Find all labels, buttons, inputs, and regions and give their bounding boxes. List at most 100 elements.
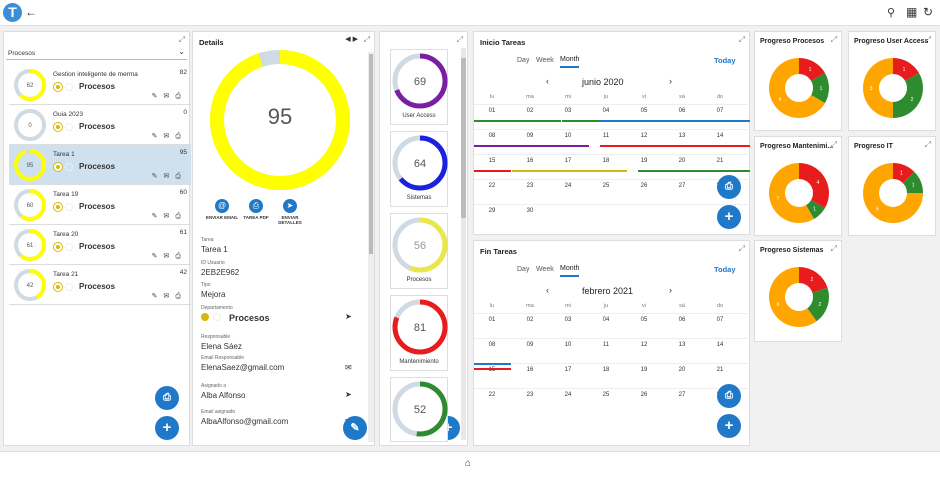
event-bar[interactable] xyxy=(512,170,627,172)
row-actions[interactable]: ✎✉⎙ xyxy=(151,173,187,180)
day-cell[interactable]: 25 xyxy=(602,392,610,398)
day-cell[interactable]: 09 xyxy=(526,133,534,139)
event-bar[interactable] xyxy=(600,120,750,122)
chevron-right-icon[interactable]: ➤ xyxy=(345,312,352,321)
day-cell[interactable]: 07 xyxy=(716,108,724,114)
expand-icon[interactable]: ⤢ xyxy=(738,244,745,253)
day-cell[interactable]: 11 xyxy=(602,342,610,348)
day-cell[interactable]: 20 xyxy=(678,367,686,373)
pie-card[interactable]: Progreso IT ⤢ 1 1 6 xyxy=(848,136,936,236)
day-cell[interactable]: 15 xyxy=(488,367,496,373)
row-actions[interactable]: ✎✉⎙ xyxy=(151,293,187,300)
day-cell[interactable]: 10 xyxy=(564,342,572,348)
day-cell[interactable]: 13 xyxy=(678,133,686,139)
day-cell[interactable]: 12 xyxy=(640,133,648,139)
event-bar[interactable] xyxy=(474,170,511,172)
day-cell[interactable]: 12 xyxy=(640,342,648,348)
day-cell[interactable]: 18 xyxy=(602,367,610,373)
gauge-card[interactable]: 64 Sistemas xyxy=(390,131,448,207)
event-bar[interactable] xyxy=(638,170,750,172)
export-pdf-button[interactable]: ⎙ xyxy=(717,175,741,199)
day-cell[interactable]: 27 xyxy=(678,392,686,398)
day-cell[interactable]: 09 xyxy=(526,342,534,348)
day-cell[interactable]: 03 xyxy=(564,108,572,114)
day-cell[interactable]: 04 xyxy=(602,108,610,114)
gauge-card[interactable]: 52 xyxy=(390,377,448,442)
today-button[interactable]: Today xyxy=(714,265,736,274)
day-cell[interactable]: 25 xyxy=(602,183,610,189)
expand-icon[interactable]: ⤢ xyxy=(738,35,745,44)
pie-card[interactable]: Progreso Mantenimi... ⤢ 4 1 7 xyxy=(754,136,842,236)
day-cell[interactable]: 14 xyxy=(716,342,724,348)
day-cell[interactable]: 23 xyxy=(526,183,534,189)
expand-icon[interactable]: ⤢ xyxy=(830,35,837,44)
list-item[interactable]: 42 Tarea 21 42 Procesos ✎✉⎙ xyxy=(9,265,191,305)
view-week[interactable]: Week xyxy=(536,57,554,64)
add-task-button[interactable]: + xyxy=(155,416,179,440)
expand-icon[interactable]: ⤢ xyxy=(456,35,463,44)
prev-month-icon[interactable]: ‹ xyxy=(546,285,549,295)
day-cell[interactable]: 03 xyxy=(564,317,572,323)
home-icon[interactable]: ⌂ xyxy=(465,458,472,469)
edit-button[interactable]: ✎ xyxy=(343,416,367,440)
list-item[interactable]: 0 Guia 2023 0 Procesos ✎✉⎙ xyxy=(9,105,191,145)
grid-icon[interactable]: ▦ xyxy=(906,5,918,19)
add-event-button[interactable]: + xyxy=(717,414,741,438)
event-bar[interactable] xyxy=(474,368,511,370)
detail-action[interactable]: ⎙ TAREA PDF xyxy=(243,199,269,220)
nav-arrows-icon[interactable]: ◀ ▶ xyxy=(345,36,358,43)
pie-card[interactable]: Progreso Procesos ⤢ 1 1 4 xyxy=(754,31,842,131)
event-bar[interactable] xyxy=(474,363,511,365)
day-cell[interactable]: 05 xyxy=(640,108,648,114)
day-cell[interactable]: 18 xyxy=(602,158,610,164)
expand-icon[interactable]: ⤢ xyxy=(830,244,837,253)
day-cell[interactable]: 01 xyxy=(488,317,496,323)
detail-action[interactable]: @ ENVIAR EMAIL xyxy=(205,199,239,220)
scrollbar[interactable] xyxy=(368,52,374,442)
row-actions[interactable]: ✎✉⎙ xyxy=(151,93,187,100)
mail-icon[interactable]: ✉ xyxy=(345,363,352,372)
day-cell[interactable]: 06 xyxy=(678,317,686,323)
day-cell[interactable]: 24 xyxy=(564,392,572,398)
day-cell[interactable]: 23 xyxy=(526,392,534,398)
today-button[interactable]: Today xyxy=(714,56,736,65)
list-item[interactable]: 61 Tarea 20 61 Procesos ✎✉⎙ xyxy=(9,225,191,265)
day-cell[interactable]: 08 xyxy=(488,342,496,348)
view-week[interactable]: Week xyxy=(536,266,554,273)
list-item[interactable]: 60 Tarea 19 60 Procesos ✎✉⎙ xyxy=(9,185,191,225)
day-cell[interactable]: 13 xyxy=(678,342,686,348)
add-event-button[interactable]: + xyxy=(717,205,741,229)
day-cell[interactable]: 06 xyxy=(678,108,686,114)
category-select[interactable]: Procesos ⌄ xyxy=(6,46,187,60)
event-bar[interactable] xyxy=(512,120,561,122)
back-arrow-icon[interactable]: ← xyxy=(25,5,37,19)
day-cell[interactable]: 26 xyxy=(640,183,648,189)
day-cell[interactable]: 04 xyxy=(602,317,610,323)
day-cell[interactable]: 17 xyxy=(564,158,572,164)
search-icon[interactable]: ⚲ xyxy=(887,7,896,19)
day-cell[interactable]: 14 xyxy=(716,133,724,139)
chevron-right-icon[interactable]: ➤ xyxy=(345,390,352,399)
day-cell[interactable]: 21 xyxy=(716,158,724,164)
expand-icon[interactable]: ⤢ xyxy=(924,35,931,44)
detail-action[interactable]: ➤ ENVIAR DETALLES xyxy=(278,199,302,225)
pie-card[interactable]: Progreso User Access ⤢ 1 2 3 xyxy=(848,31,936,131)
day-cell[interactable]: 19 xyxy=(640,158,648,164)
day-cell[interactable]: 30 xyxy=(526,208,534,214)
day-cell[interactable]: 29 xyxy=(488,208,496,214)
refresh-icon[interactable]: ↻ xyxy=(923,5,934,19)
day-cell[interactable]: 01 xyxy=(488,108,496,114)
export-pdf-button[interactable]: ⎙ xyxy=(717,384,741,408)
day-cell[interactable]: 05 xyxy=(640,317,648,323)
day-cell[interactable]: 11 xyxy=(602,133,610,139)
scrollbar[interactable] xyxy=(461,48,466,440)
day-cell[interactable]: 02 xyxy=(526,317,534,323)
list-item[interactable]: 95 Tarea 1 95 Procesos ✎✉⎙ xyxy=(9,145,191,185)
day-cell[interactable]: 16 xyxy=(526,367,534,373)
expand-icon[interactable]: ⤢ xyxy=(363,35,370,44)
day-cell[interactable]: 22 xyxy=(488,183,496,189)
day-cell[interactable]: 02 xyxy=(526,108,534,114)
view-day[interactable]: Day xyxy=(517,266,530,273)
row-actions[interactable]: ✎✉⎙ xyxy=(151,133,187,140)
day-cell[interactable]: 17 xyxy=(564,367,572,373)
